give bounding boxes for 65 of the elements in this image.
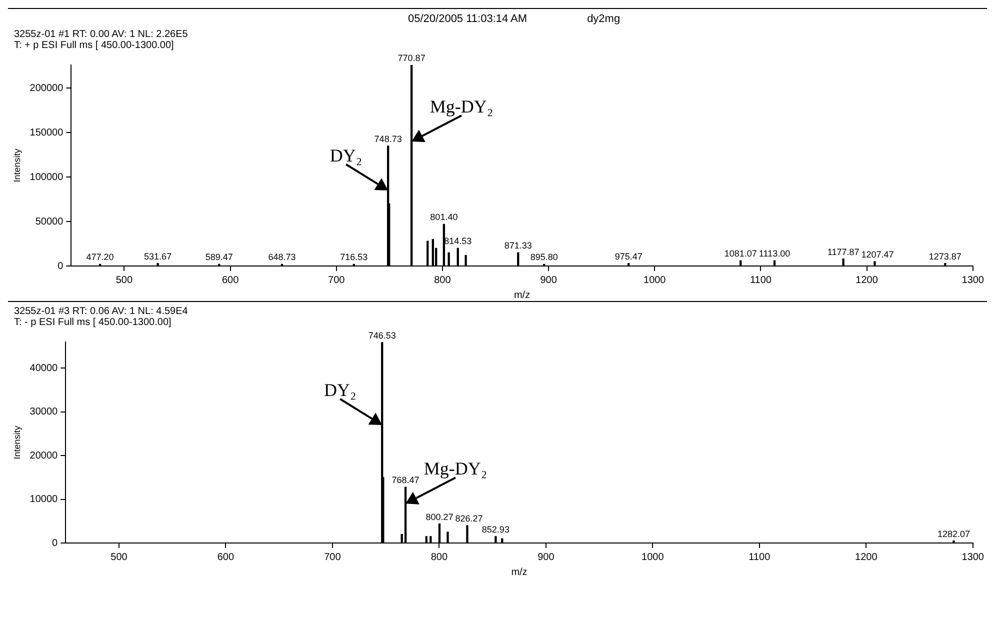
x-tick-label: 1100 [750,274,772,286]
annotation: 648.73 [268,252,296,262]
y-tick-label: 40000 [30,362,58,374]
x-tick-label: 1000 [644,274,666,286]
annotation: 1282.07 [937,528,970,539]
annotation: 895.80 [530,252,558,262]
y-axis-title: Intensity [12,148,22,182]
annotation: 975.47 [614,251,642,262]
x-axis-title: m/z [511,566,528,578]
annotation: 814.53 [444,236,472,246]
chart-subtitle: T: + p ESI Full ms [ 450.00-1300.00] [13,40,175,51]
annotation: 746.53 [368,330,396,340]
annotation: 589.47 [205,252,233,262]
chart-subtitle: T: - p ESI Full ms [ 450.00-1300.00] [13,317,172,328]
annotation: 1207.47 [861,250,894,260]
y-tick-label: 30000 [30,406,58,418]
y-tick-label: 10000 [30,494,58,506]
x-axis-title: m/z [514,290,530,301]
y-tick-label: 100000 [30,172,64,183]
annotation: 801.40 [430,212,458,222]
chart-title: 3255z-01 #1 RT: 0.00 AV: 1 NL: 2.26E5 [13,29,189,40]
x-tick-label: 900 [538,552,555,563]
annotation: 768.47 [392,475,420,486]
y-tick-label: 0 [58,260,64,272]
annotation: DY₂ [324,380,356,400]
annotation: 826.27 [455,514,483,524]
annotation: 716.53 [340,252,368,262]
annotation: 748.73 [374,134,402,144]
annotation: Mg-DY₂ [430,96,494,116]
x-tick-label: 1200 [855,552,878,563]
y-tick-label: 20000 [30,450,58,462]
annotation: DY₂ [330,145,362,166]
annotation: 800.27 [426,512,454,522]
annotation: 1081.07 [724,248,757,259]
annotation: 1113.00 [758,248,790,259]
y-tick-label: 50000 [35,216,64,228]
y-tick-label: 150000 [30,127,64,138]
y-tick-label: 200000 [30,82,64,94]
x-tick-label: 1100 [748,552,771,563]
text: 05/20/2005 11:03:14 AM [408,13,528,25]
x-tick-label: 900 [540,274,558,286]
x-tick-label: 1000 [642,552,664,563]
annotation: 770.87 [398,52,426,63]
annotation: 477.20 [86,252,114,262]
chart-title: 3255z-01 #3 RT: 0.06 AV: 1 NL: 4.59E4 [13,306,189,317]
x-tick-label: 600 [217,552,234,563]
x-tick-label: 700 [328,274,346,286]
annotation: 1273.87 [928,251,962,262]
x-tick-label: 1300 [962,274,984,286]
annotation: 1177.87 [827,246,860,257]
annotation: 531.67 [144,251,172,262]
y-tick-label: 0 [52,538,58,549]
annotation: 852.93 [482,524,510,534]
annotation: Mg-DY₂ [424,458,488,479]
x-tick-label: 1300 [962,552,984,563]
text: dy2mg [587,13,620,25]
x-tick-label: 500 [110,552,128,563]
x-tick-label: 700 [324,552,342,563]
x-tick-label: 800 [430,552,448,563]
x-tick-label: 600 [222,274,240,286]
annotation: 871.33 [504,240,532,251]
x-tick-label: 1200 [856,274,878,286]
x-tick-label: 500 [116,274,133,286]
x-tick-label: 800 [434,274,452,286]
y-axis-title: Intensity [12,425,22,460]
